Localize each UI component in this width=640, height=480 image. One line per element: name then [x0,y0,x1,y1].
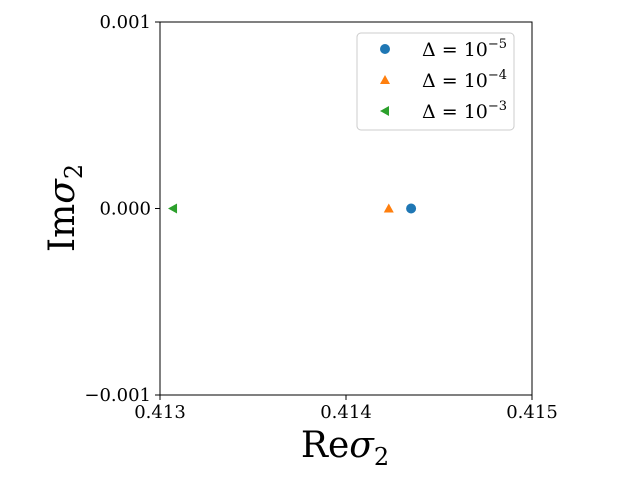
legend: Δ = 10−5 Δ = 10−4 Δ = 10−3 [356,32,515,131]
y-axis-title-symbol: σ [42,178,83,204]
x-axis-title-symbol: σ [349,425,375,466]
legend-marker-3 [380,106,389,116]
x-axis-title: Reσ2 [301,425,389,471]
plot-frame [159,21,533,396]
legend-frame [356,32,515,131]
y-tick-label: 0.001 [99,12,151,33]
axis-ticks: 0.413 0.414 0.415 0.001 0.000 −0.001 [84,12,557,423]
legend-marker-2 [380,75,390,84]
x-tick-label: 0.414 [320,402,372,423]
y-tick-label: −0.001 [84,385,151,406]
svg-text:Reσ2: Reσ2 [301,425,389,471]
data-point-triangle-left [168,203,178,214]
y-axis-title-subscript: 2 [60,164,88,179]
x-tick-label: 0.413 [134,402,186,423]
legend-markers [380,44,390,116]
legend-marker-1 [380,44,390,54]
data-point-triangle-up [383,203,394,213]
y-axis-title: Imσ2 [42,164,88,252]
legend-label-2: Δ = 10−4 [422,68,507,92]
legend-label-3: Δ = 10−3 [422,99,507,123]
x-axis-title-subscript: 2 [374,443,389,471]
y-tick-label: 0.000 [99,199,151,220]
data-points [168,203,417,214]
y-axis-title-main: Im [42,204,83,252]
data-point-circle [406,203,417,214]
svg-text:Imσ2: Imσ2 [42,164,88,252]
legend-label-1: Δ = 10−5 [422,37,507,61]
x-tick-label: 0.415 [506,402,558,423]
x-axis-title-main: Re [301,425,349,466]
